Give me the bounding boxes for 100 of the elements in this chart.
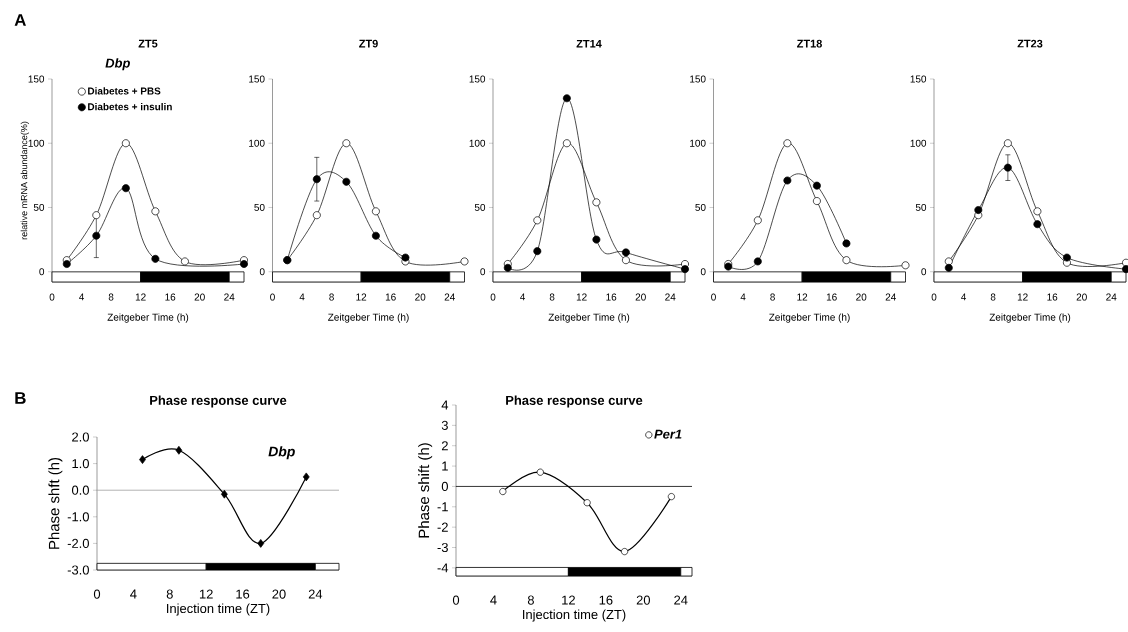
x-tick-label: 20 <box>194 293 205 301</box>
x-tick-label: 12 <box>576 293 587 301</box>
text: Dbp <box>105 58 130 71</box>
x-tick-label: 0 <box>711 293 716 301</box>
x-tick-label: 12 <box>562 595 575 605</box>
y-tick-label: 0 <box>441 481 448 492</box>
x-axis-title: Injection time (ZT) <box>523 609 626 622</box>
x-tick-label: 20 <box>415 293 426 301</box>
x-tick-label: 12 <box>797 293 808 301</box>
x-tick-label: 4 <box>299 293 305 301</box>
y-tick-label: 100 <box>249 139 265 147</box>
chart-title: ZT23 <box>1017 39 1043 48</box>
y-tick-label: 150 <box>28 75 45 83</box>
x-tick-label: 12 <box>199 589 213 599</box>
x-tick-label: 20 <box>636 595 651 605</box>
chart-title: ZT5 <box>138 39 158 48</box>
chart-title: ZT14 <box>576 39 602 48</box>
x-axis-title: Zeitgeber Time (h) <box>107 313 189 323</box>
x-tick-label: 24 <box>885 293 896 301</box>
y-tick-label: 1 <box>442 461 448 471</box>
x-axis-title: Zeitgeber Time (h) <box>328 313 409 323</box>
x-tick-label: 8 <box>990 293 996 301</box>
x-tick-label: 4 <box>961 293 967 301</box>
legend-label: Per1 <box>654 429 682 439</box>
x-tick-label: 4 <box>130 589 137 599</box>
x-tick-label: 8 <box>329 293 334 301</box>
y-tick-label: 50 <box>474 203 486 211</box>
x-tick-label: 20 <box>635 293 646 301</box>
y-tick-label: 0 <box>259 268 265 276</box>
y-tick-label: 100 <box>469 139 486 147</box>
x-tick-label: 24 <box>444 293 455 301</box>
y-axis-title: Phase shift (h) <box>418 443 433 538</box>
x-axis-title: Injection time (ZT) <box>167 603 270 616</box>
legend-label: Diabetes + PBS <box>88 87 161 95</box>
y-tick-label: -2.0 <box>67 538 89 548</box>
x-axis-title: Zeitgeber Time (h) <box>548 313 630 323</box>
x-tick-label: 8 <box>527 595 534 605</box>
x-tick-label: 16 <box>165 293 176 301</box>
text: B <box>15 392 26 404</box>
x-tick-label: 0 <box>452 595 460 605</box>
x-tick-label: 4 <box>490 595 497 605</box>
x-tick-label: 24 <box>308 589 323 599</box>
x-tick-label: 8 <box>166 589 173 599</box>
y-tick-label: 150 <box>690 75 706 83</box>
y-tick-label: 50 <box>695 203 706 211</box>
y-tick-label: 0.0 <box>71 485 89 495</box>
y-tick-label: -3 <box>437 542 448 553</box>
x-tick-label: 0 <box>931 293 937 301</box>
x-tick-label: 16 <box>1047 293 1058 301</box>
y-tick-label: 50 <box>254 203 265 211</box>
chart-title: ZT9 <box>359 39 378 48</box>
y-tick-label: -1.0 <box>67 512 89 522</box>
x-axis-title: Zeitgeber Time (h) <box>989 313 1071 323</box>
chart-title: Phase response curve <box>506 395 643 408</box>
y-tick-label: 0 <box>39 268 45 276</box>
x-tick-label: 20 <box>272 589 286 599</box>
legend-label: Diabetes + insulin <box>88 102 172 111</box>
x-tick-label: 12 <box>1017 293 1028 301</box>
x-tick-label: 24 <box>1106 293 1117 301</box>
x-tick-label: 24 <box>224 293 235 301</box>
x-tick-label: 0 <box>490 293 496 301</box>
y-tick-label: 0 <box>700 268 706 276</box>
x-tick-label: 4 <box>520 293 526 301</box>
x-tick-label: 24 <box>665 293 676 301</box>
y-tick-label: 0 <box>480 268 486 276</box>
x-tick-label: 16 <box>826 293 837 301</box>
y-tick-label: 150 <box>469 75 486 83</box>
text: A <box>14 14 26 26</box>
x-tick-label: 20 <box>1076 293 1087 301</box>
y-tick-label: -4 <box>437 563 449 573</box>
x-tick-label: 24 <box>674 595 688 605</box>
y-tick-label: 100 <box>910 139 927 147</box>
y-tick-label: 150 <box>249 75 265 83</box>
x-tick-label: 0 <box>270 293 275 301</box>
y-tick-label: 150 <box>910 75 927 83</box>
x-tick-label: 8 <box>770 293 775 301</box>
x-tick-label: 12 <box>356 293 367 301</box>
x-tick-label: 0 <box>93 589 101 599</box>
y-tick-label: 1.0 <box>72 459 89 469</box>
y-tick-label: 2 <box>441 441 448 451</box>
y-tick-label: 100 <box>690 139 706 147</box>
y-tick-label: 100 <box>28 139 45 147</box>
y-tick-label: 50 <box>33 203 45 211</box>
x-tick-label: 16 <box>606 293 617 301</box>
x-tick-label: 16 <box>599 595 613 605</box>
chart-title: Phase response curve <box>150 395 287 408</box>
x-tick-label: 0 <box>49 293 55 301</box>
x-tick-label: 8 <box>549 293 555 301</box>
chart-title: ZT18 <box>797 39 822 48</box>
y-tick-label: 3 <box>441 420 448 430</box>
x-axis-title: Zeitgeber Time (h) <box>769 313 850 323</box>
y-axis-title: relative mRNA abundance(%) <box>20 121 30 240</box>
y-tick-label: -2 <box>437 522 448 532</box>
x-tick-label: 4 <box>740 293 746 301</box>
x-tick-label: 16 <box>236 589 250 599</box>
annotation: Dbp <box>268 446 295 460</box>
x-tick-label: 12 <box>135 293 146 301</box>
y-tick-label: 0 <box>921 268 927 276</box>
y-tick-label: -3.0 <box>67 565 89 575</box>
x-tick-label: 16 <box>385 293 396 301</box>
